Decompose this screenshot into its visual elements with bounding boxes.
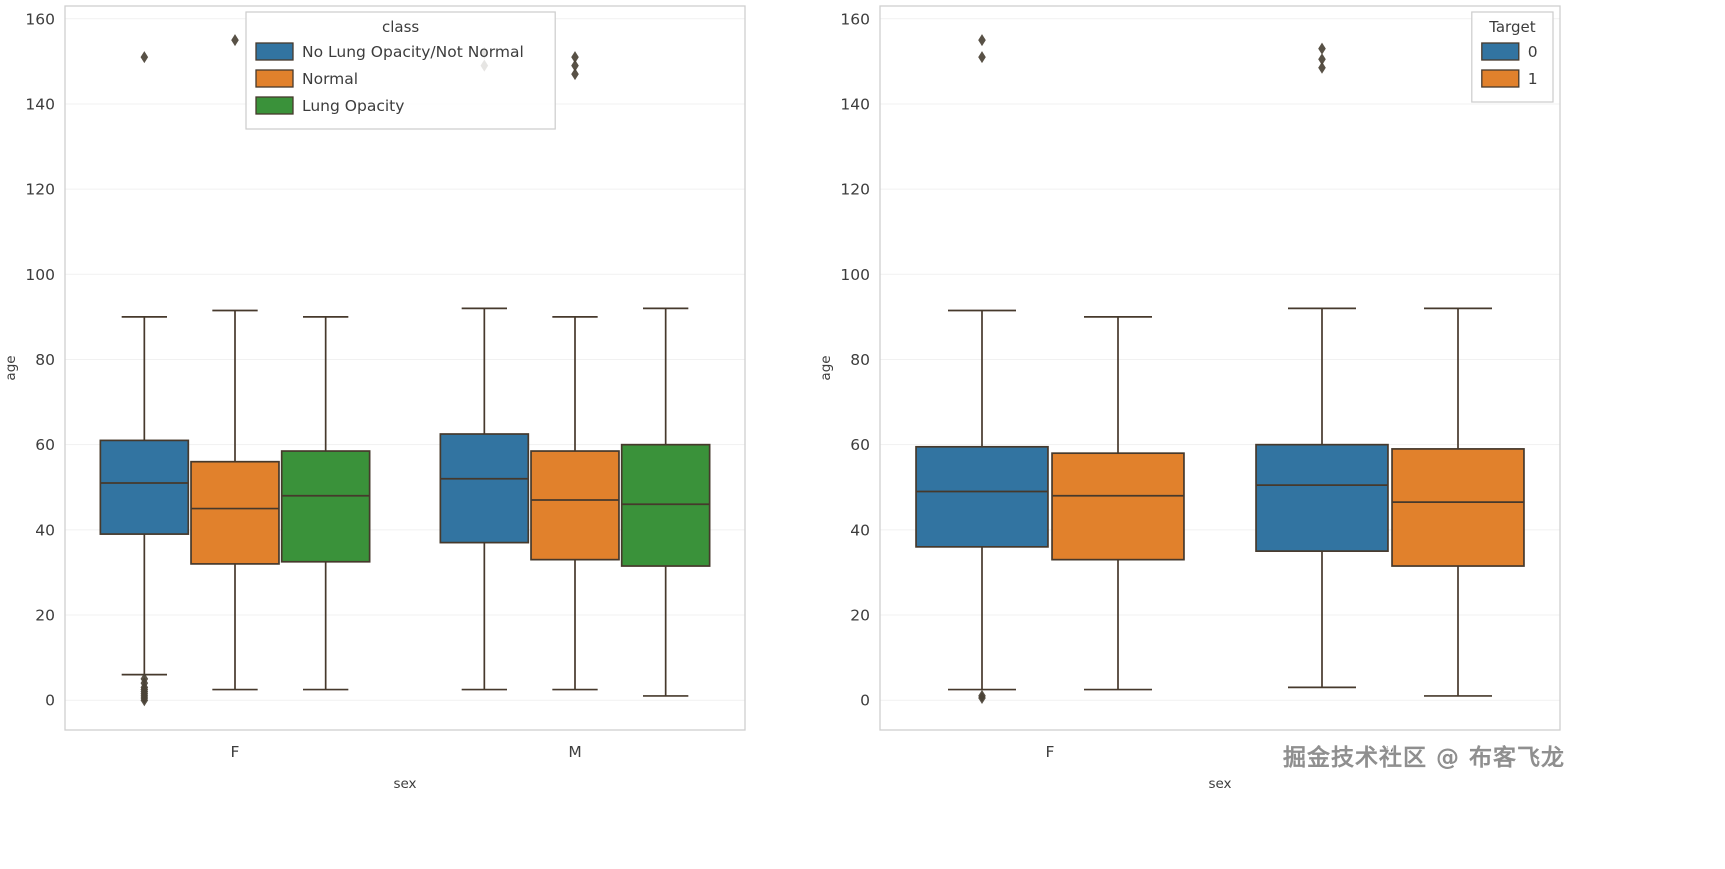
y-axis-label: age — [818, 355, 834, 380]
legend-entry-label: 0 — [1528, 43, 1538, 61]
y-tick-label: 0 — [45, 692, 55, 710]
box — [1255, 443, 1389, 552]
legend: class No Lung Opacity/Not Normal Normal Lun… — [245, 11, 556, 130]
box-group — [190, 34, 280, 691]
box — [1391, 448, 1525, 567]
box-group — [99, 51, 190, 707]
outlier-diamond-icon — [140, 51, 149, 64]
box-group — [915, 34, 1049, 705]
legend: Target 0 1 — [1471, 11, 1554, 103]
outlier-diamond-icon — [978, 692, 986, 705]
y-tick-label: 80 — [35, 351, 55, 369]
legend-box — [245, 11, 556, 130]
legend-swatch-icon — [255, 69, 294, 88]
y-tick-label: 100 — [25, 266, 55, 284]
outlier-diamond-icon — [231, 34, 239, 47]
outlier-diamond-icon — [978, 34, 986, 47]
legend-swatch-icon — [1481, 42, 1520, 61]
y-axis-label: age — [3, 355, 19, 380]
box-group — [280, 316, 371, 691]
outlier-diamond-icon — [571, 68, 579, 81]
x-tick-label: M — [1383, 743, 1396, 761]
y-tick-label: 40 — [35, 521, 55, 539]
box-group — [530, 51, 620, 691]
plot-border — [64, 5, 746, 731]
legend-entry-label: Normal — [302, 70, 358, 88]
box — [620, 443, 711, 567]
legend-entry-label: 1 — [1528, 70, 1538, 88]
x-axis-label: sex — [1208, 776, 1231, 792]
outlier-diamond-icon — [978, 51, 986, 64]
y-tick-label: 120 — [25, 181, 55, 199]
x-tick-label: F — [1046, 743, 1055, 761]
y-tick-label: 0 — [860, 692, 870, 710]
box — [280, 450, 371, 563]
y-tick-label: 100 — [840, 266, 870, 284]
outlier-diamond-icon — [571, 51, 579, 64]
box — [439, 433, 530, 544]
plot-border — [879, 5, 1561, 731]
y-tick-label: 40 — [850, 521, 870, 539]
box-group — [439, 46, 530, 691]
x-tick-label: F — [231, 743, 240, 761]
legend-title: class — [382, 18, 419, 36]
y-tick-label: 20 — [850, 607, 870, 625]
box-group — [1391, 307, 1525, 697]
x-axis-label: sex — [393, 776, 416, 792]
legend-swatch-icon — [255, 96, 294, 115]
legend-entry-label: No Lung Opacity/Not Normal — [302, 43, 524, 61]
box-group — [620, 307, 711, 697]
y-tick-label: 80 — [850, 351, 870, 369]
y-tick-label: 160 — [840, 10, 870, 28]
y-tick-label: 120 — [840, 181, 870, 199]
legend-entry-label: Lung Opacity — [302, 97, 404, 115]
box — [99, 439, 190, 535]
box — [1051, 452, 1185, 561]
y-tick-label: 140 — [25, 95, 55, 113]
box — [190, 460, 280, 565]
legend-title: Target — [1488, 18, 1536, 36]
y-tick-label: 20 — [35, 607, 55, 625]
box-group — [1255, 42, 1389, 689]
outlier-diamond-icon — [140, 694, 149, 707]
y-tick-label: 60 — [35, 436, 55, 454]
outlier-diamond-icon — [1318, 53, 1326, 66]
watermark: 掘金技术社区 @ 布客飞龙 — [1283, 745, 1566, 771]
legend-swatch-icon — [255, 42, 294, 61]
outlier-diamond-icon — [571, 59, 579, 72]
box — [915, 445, 1049, 548]
box-group — [1051, 316, 1185, 691]
outlier-diamond-icon — [1318, 42, 1326, 55]
y-tick-label: 160 — [25, 10, 55, 28]
y-tick-label: 140 — [840, 95, 870, 113]
y-tick-label: 60 — [850, 436, 870, 454]
legend-swatch-icon — [1481, 69, 1520, 88]
x-tick-label: M — [568, 743, 581, 761]
box — [530, 450, 620, 561]
outlier-diamond-icon — [1318, 61, 1326, 74]
